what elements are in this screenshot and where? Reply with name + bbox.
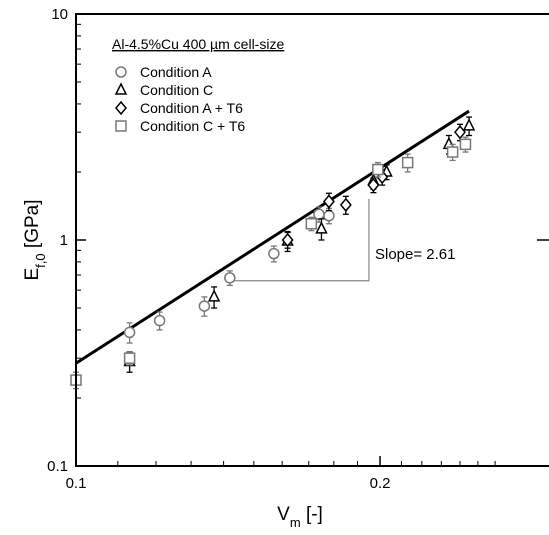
data-point (123, 352, 136, 364)
data-point (313, 208, 325, 220)
data-point (123, 326, 136, 339)
data-point (401, 156, 414, 169)
y-tick-label: 1 (60, 232, 68, 249)
series-circle (123, 206, 335, 344)
legend-entry: Condition C (114, 82, 213, 98)
data-point (454, 124, 466, 140)
y-tick-label: 0.1 (47, 458, 68, 475)
data-point (322, 194, 335, 209)
legend-label: Condition C + T6 (140, 118, 245, 134)
x-tick-label: 0.1 (66, 475, 87, 492)
data-point (153, 314, 166, 327)
data-point (281, 232, 294, 248)
series-diamond (281, 123, 466, 249)
x-tick-label: 0.2 (370, 475, 391, 492)
data-point (459, 138, 472, 151)
legend-entry: Condition C + T6 (115, 118, 245, 134)
data-point (462, 118, 476, 131)
data-point (224, 272, 236, 284)
legend-entry: Condition A (115, 64, 212, 80)
legend-label: Condition A (140, 64, 212, 80)
legend-diamond-icon (115, 100, 127, 116)
slope-annotation: Slope= 2.61 (375, 246, 456, 263)
data-point (367, 177, 380, 193)
data-point (372, 163, 384, 176)
data-point (323, 210, 335, 222)
legend-label: Condition A + T6 (140, 100, 243, 116)
legend-label: Condition C (140, 82, 213, 98)
tick-layer: 0.1 0.2 0.1 1 10 (47, 6, 549, 492)
legend-circle-icon (115, 66, 127, 78)
slope-triangle (229, 198, 370, 282)
series-triangle (123, 116, 476, 373)
data-point (207, 289, 221, 302)
data-point (305, 218, 318, 230)
legend-entry: Condition A + T6 (115, 100, 243, 116)
data-point (339, 197, 352, 213)
y-axis-label: Ef,0 [GPa] (22, 199, 48, 280)
legend-square-icon (115, 120, 127, 132)
fit-line (75, 109, 470, 365)
data-point (315, 221, 328, 234)
x-axis-label: Vm [-] (277, 504, 323, 530)
data-point (268, 247, 280, 260)
data-point (446, 146, 459, 158)
data-point (198, 300, 211, 312)
y-tick-label: 10 (51, 6, 68, 23)
legend-triangle-icon (114, 82, 128, 95)
marks-layer (70, 109, 476, 390)
legend: Al-4.5%Cu 400 µm cell-size Condition A Con… (112, 36, 284, 134)
legend-title: Al-4.5%Cu 400 µm cell-size (112, 36, 284, 52)
